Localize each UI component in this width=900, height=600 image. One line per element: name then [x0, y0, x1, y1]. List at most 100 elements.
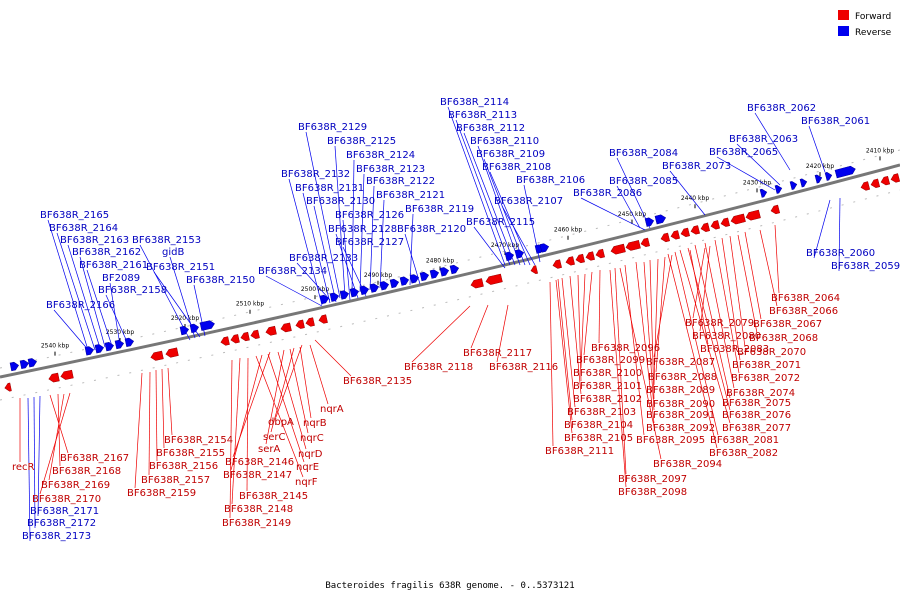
forward-gene-arrow[interactable]	[470, 278, 484, 290]
reverse-gene-arrow[interactable]	[834, 165, 856, 179]
forward-gene-arrow[interactable]	[870, 178, 881, 189]
forward-gene-arrow[interactable]	[610, 243, 626, 255]
gene-label[interactable]: BF638R_2167	[60, 453, 129, 464]
gene-label[interactable]: BF638R_2164	[49, 223, 118, 234]
gene-label[interactable]: BF638R_2103	[567, 407, 636, 418]
gene-label[interactable]: BF638R_2171	[30, 506, 99, 517]
gene-label[interactable]: BF638R_2114	[440, 97, 509, 108]
gene-label[interactable]: BF638R_2075	[722, 398, 791, 409]
gene-label[interactable]: BF638R_2151	[146, 262, 215, 273]
forward-gene-arrow[interactable]	[640, 237, 650, 248]
gene-label[interactable]: BF638R_2162	[72, 247, 141, 258]
gene-label[interactable]: BF638R_2165	[40, 210, 109, 221]
reverse-gene-arrow[interactable]	[789, 180, 798, 190]
gene-label[interactable]: BF638R_2098	[618, 487, 687, 498]
forward-gene-arrow[interactable]	[680, 227, 691, 238]
reverse-gene-arrow[interactable]	[759, 188, 768, 198]
forward-gene-arrow[interactable]	[595, 248, 605, 259]
gene-label[interactable]: BF638R_2107	[494, 196, 563, 207]
forward-gene-arrow[interactable]	[48, 372, 60, 383]
forward-gene-arrow[interactable]	[318, 314, 328, 325]
gene-label[interactable]: BF638R_2173	[22, 531, 91, 542]
gene-label[interactable]: BF638R_2149	[222, 518, 291, 529]
gene-label[interactable]: BF638R_2106	[516, 175, 585, 186]
gene-label[interactable]: BF638R_2064	[771, 293, 840, 304]
forward-gene-arrow[interactable]	[575, 253, 585, 264]
gene-label[interactable]: BF638R_2119	[405, 204, 474, 215]
gene-label[interactable]: BF638R_2126	[335, 210, 404, 221]
gene-label[interactable]: BF638R_2109	[476, 149, 545, 160]
gene-label[interactable]: BF638R_2131	[295, 183, 364, 194]
reverse-gene-arrow[interactable]	[799, 178, 808, 188]
reverse-gene-arrow[interactable]	[124, 337, 135, 348]
gene-label[interactable]: BF638R_2134	[258, 266, 327, 277]
gene-label[interactable]: BF638R_2071	[732, 360, 801, 371]
gene-label[interactable]: BF638R_2120	[397, 224, 466, 235]
reverse-gene-arrow[interactable]	[429, 269, 440, 279]
forward-gene-arrow[interactable]	[690, 225, 701, 236]
gene-label[interactable]: BF638R_2113	[448, 110, 517, 121]
gene-label[interactable]: serC	[263, 432, 285, 443]
forward-gene-arrow[interactable]	[730, 213, 746, 225]
gene-label[interactable]: BF638R_2091	[646, 410, 715, 421]
gene-label[interactable]: BF638R_2088	[648, 372, 717, 383]
reverse-gene-arrow[interactable]	[774, 184, 783, 194]
reverse-gene-arrow[interactable]	[514, 249, 525, 259]
gene-label[interactable]: BF638R_2111	[545, 446, 614, 457]
gene-label[interactable]: BF638R_2115	[466, 217, 535, 228]
forward-gene-arrow[interactable]	[890, 173, 900, 184]
gene-label[interactable]: nqrD	[298, 449, 323, 460]
gene-label[interactable]: BF638R_2121	[376, 190, 445, 201]
gene-label[interactable]: BF638R_2153	[132, 235, 201, 246]
gene-label[interactable]: BF638R_2158	[98, 285, 167, 296]
reverse-gene-arrow[interactable]	[389, 278, 400, 289]
forward-gene-arrow[interactable]	[250, 329, 260, 340]
gene-label[interactable]: BF638R_2087	[646, 357, 715, 368]
forward-gene-arrow[interactable]	[530, 265, 539, 275]
gene-label[interactable]: BF638R_2092	[646, 423, 715, 434]
gene-label[interactable]: BF638R_2081	[710, 435, 779, 446]
gene-label[interactable]: BF638R_2110	[470, 136, 539, 147]
forward-gene-arrow[interactable]	[150, 350, 164, 361]
gene-label[interactable]: BF638R_2125	[327, 136, 396, 147]
reverse-gene-arrow[interactable]	[399, 276, 410, 286]
gene-label[interactable]: BF638R_2118	[404, 362, 473, 373]
gene-label[interactable]: BF638R_2070	[737, 347, 806, 358]
forward-gene-arrow[interactable]	[60, 369, 74, 380]
gene-label[interactable]: BF638R_2104	[564, 420, 633, 431]
gene-label[interactable]: BF638R_2076	[722, 410, 791, 421]
gene-label[interactable]: BF638R_2154	[164, 435, 233, 446]
reverse-gene-arrow[interactable]	[104, 341, 115, 352]
gene-label[interactable]: BF638R_2124	[346, 150, 415, 161]
gene-label[interactable]: BF638R_2060	[806, 248, 875, 259]
forward-gene-arrow[interactable]	[4, 382, 12, 392]
gene-label[interactable]: BF638R_2059	[831, 261, 900, 272]
gene-label[interactable]: BF638R_2097	[618, 474, 687, 485]
gene-label[interactable]: nqrF	[295, 477, 318, 488]
reverse-gene-arrow[interactable]	[84, 346, 94, 356]
gene-label[interactable]: recR	[12, 462, 35, 473]
reverse-gene-arrow[interactable]	[379, 281, 390, 291]
reverse-gene-arrow[interactable]	[814, 174, 823, 184]
gene-label[interactable]: BF638R_2061	[801, 116, 870, 127]
gene-label[interactable]: BF638R_2112	[456, 123, 525, 134]
forward-gene-arrow[interactable]	[220, 336, 230, 347]
gene-label[interactable]: BF638R_2130	[306, 196, 375, 207]
gene-label[interactable]: BF638R_2102	[573, 394, 642, 405]
gene-label[interactable]: BF638R_2128	[328, 224, 397, 235]
forward-gene-arrow[interactable]	[280, 322, 292, 333]
gene-label[interactable]: BF638R_2145	[239, 491, 308, 502]
gene-label[interactable]: BF638R_2156	[149, 461, 218, 472]
reverse-gene-arrow[interactable]	[419, 271, 430, 282]
reverse-gene-arrow[interactable]	[654, 214, 667, 225]
forward-gene-arrow[interactable]	[305, 317, 315, 328]
forward-gene-arrow[interactable]	[880, 175, 891, 186]
reverse-gene-arrow[interactable]	[179, 325, 190, 336]
gene-label[interactable]: BF638R_2170	[32, 494, 101, 505]
gene-label[interactable]: BF638R_2068	[749, 333, 818, 344]
gene-label[interactable]: BF638R_2063	[729, 134, 798, 145]
forward-gene-arrow[interactable]	[660, 232, 671, 243]
reverse-gene-arrow[interactable]	[339, 290, 350, 300]
gene-label[interactable]: BF638R_2116	[489, 362, 558, 373]
reverse-gene-arrow[interactable]	[824, 171, 833, 181]
